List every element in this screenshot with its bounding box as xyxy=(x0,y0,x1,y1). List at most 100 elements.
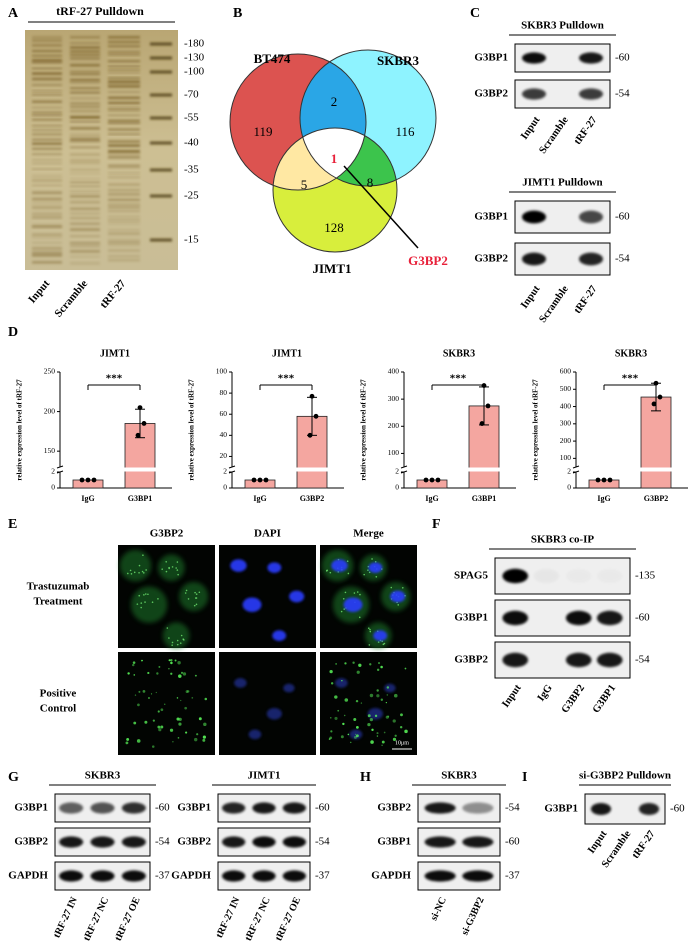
y-tick-label: 400 xyxy=(560,401,572,410)
y-tick-label: 200 xyxy=(560,436,572,445)
granule xyxy=(404,729,408,734)
granule xyxy=(354,733,357,736)
mw-label: -60 xyxy=(635,612,650,624)
venn-outline xyxy=(229,53,367,191)
gel-band xyxy=(32,201,62,203)
gel-band xyxy=(70,46,100,49)
granule xyxy=(143,594,145,596)
y-tick-label: 400 xyxy=(388,367,400,376)
gel-band xyxy=(108,172,140,174)
granule xyxy=(376,694,380,698)
granule xyxy=(178,674,182,678)
gel-band xyxy=(70,42,100,44)
nucleus xyxy=(368,562,383,573)
gel-band xyxy=(32,261,62,264)
gel-band xyxy=(108,107,140,109)
granule xyxy=(152,719,155,722)
gel-band xyxy=(32,39,62,42)
granule xyxy=(202,738,206,742)
gel-band xyxy=(70,141,100,143)
marker-label: -55 xyxy=(184,112,199,124)
mw-label: -60 xyxy=(615,211,630,223)
granule xyxy=(176,643,179,646)
granule xyxy=(180,634,183,637)
band xyxy=(252,802,276,814)
significance: *** xyxy=(622,373,639,385)
granule xyxy=(145,569,147,571)
gel-band xyxy=(32,100,62,103)
gel-band xyxy=(32,180,62,182)
gel-band xyxy=(70,244,100,248)
significance: *** xyxy=(450,373,467,385)
protein-label: G3BP2 xyxy=(474,253,508,265)
granule xyxy=(356,591,359,593)
mw-label: -60 xyxy=(315,802,330,814)
gel-band xyxy=(32,142,62,145)
axis-break xyxy=(56,465,64,469)
gel-band xyxy=(108,217,140,219)
data-point xyxy=(263,477,269,483)
gel-band xyxy=(70,168,100,172)
granule xyxy=(151,601,154,604)
gel-band xyxy=(108,140,140,143)
gel-band xyxy=(32,129,62,131)
gel-band xyxy=(70,228,100,231)
gel-band xyxy=(32,93,62,96)
data-point xyxy=(257,477,263,483)
granule xyxy=(367,714,371,718)
gel-band xyxy=(32,197,62,201)
granule xyxy=(385,715,389,719)
band xyxy=(578,210,604,224)
band xyxy=(90,870,115,882)
granule xyxy=(138,690,141,693)
gel-band xyxy=(70,189,100,191)
data-point xyxy=(309,393,315,399)
granule xyxy=(132,661,136,664)
granule xyxy=(334,716,338,720)
granule xyxy=(359,593,361,596)
gel-band xyxy=(32,55,62,57)
protein-label: G3BP2 xyxy=(377,802,411,814)
mw-label: -54 xyxy=(155,836,170,848)
protein-label: G3BP1 xyxy=(474,52,508,64)
axis-break xyxy=(400,465,408,469)
gel-band xyxy=(70,261,100,265)
data-point xyxy=(607,477,613,483)
y-axis-title: relative expression level of tRF-27 xyxy=(188,379,196,481)
granule xyxy=(148,697,150,699)
granule xyxy=(340,735,344,739)
gel-band xyxy=(32,191,62,195)
row-label: Trastuzumab xyxy=(27,581,90,593)
band xyxy=(90,836,115,848)
band xyxy=(221,836,246,848)
mw-label: -60 xyxy=(155,802,170,814)
granule xyxy=(399,725,403,729)
granule xyxy=(377,661,381,665)
y-tick-label: 100 xyxy=(560,453,572,462)
granule xyxy=(394,734,397,737)
y-tick-label: 200 xyxy=(388,421,400,430)
gel-band xyxy=(70,159,100,162)
ladder-band xyxy=(150,168,172,172)
blot-title: JIMT1 Pulldown xyxy=(522,177,602,189)
gel-band xyxy=(32,215,62,219)
granule xyxy=(127,572,129,575)
granule xyxy=(164,703,166,705)
granule xyxy=(368,571,371,574)
band xyxy=(424,836,456,848)
mw-label: -54 xyxy=(635,654,650,666)
granule xyxy=(392,737,397,741)
granule xyxy=(176,561,179,563)
significance: *** xyxy=(278,373,295,385)
data-point xyxy=(657,394,663,400)
row-label: Positive xyxy=(40,688,77,700)
gel-band xyxy=(108,122,140,124)
panel-label: B xyxy=(233,6,242,21)
granule xyxy=(176,697,179,699)
granule xyxy=(195,603,198,606)
granule xyxy=(144,593,147,595)
gel-band xyxy=(32,77,62,81)
granule xyxy=(352,661,355,664)
nucleus xyxy=(248,729,262,740)
gel-band xyxy=(32,174,62,177)
